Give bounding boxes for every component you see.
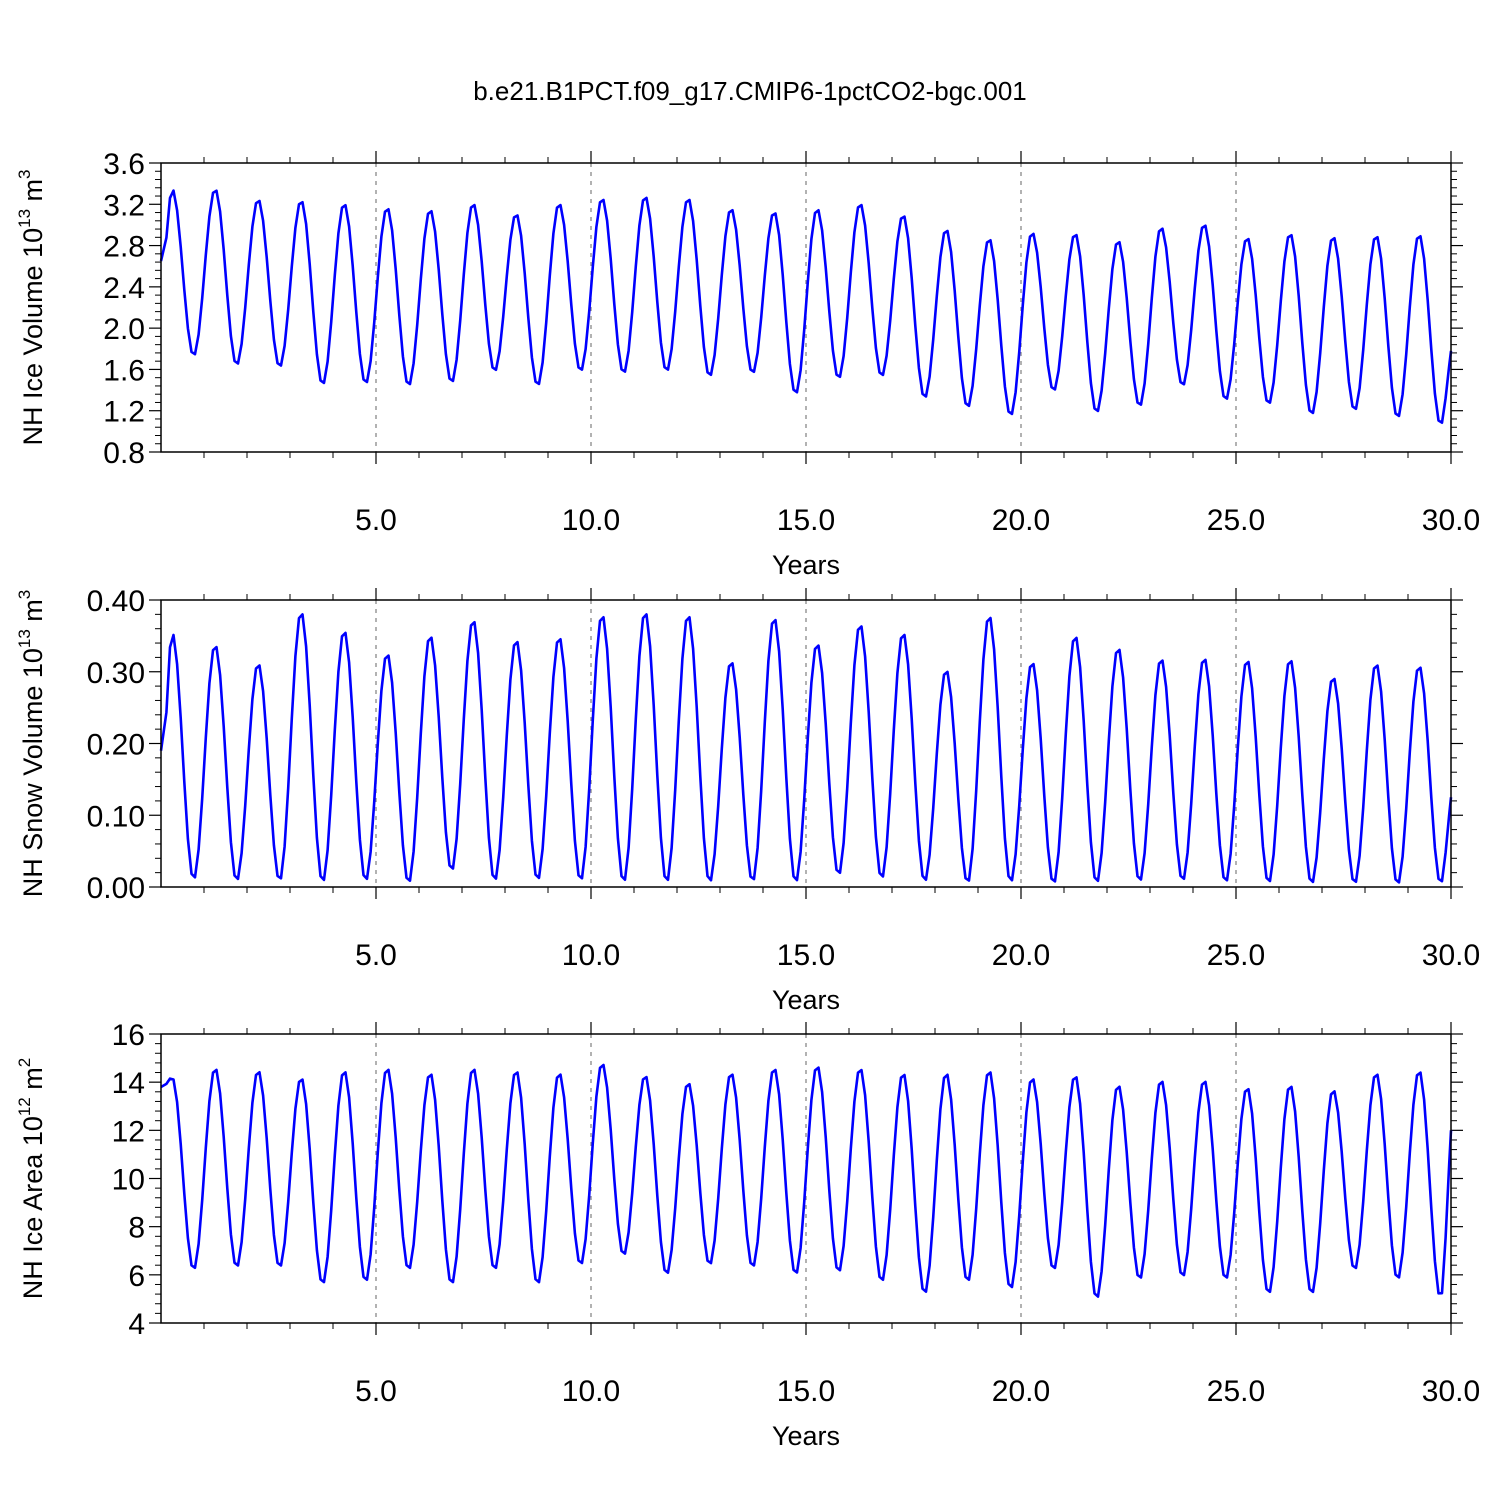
y-axis-title: NH Ice Volume 1013 m3 (15, 170, 48, 446)
x-tick-label: 5.0 (355, 504, 397, 537)
x-axis-title: Years (772, 550, 840, 580)
x-axis-title: Years (772, 1421, 840, 1451)
series-line-1 (159, 613, 1453, 884)
y-tick-label: 2.0 (103, 313, 145, 346)
y-tick-label: 16 (112, 1019, 145, 1052)
x-tick-label: 25.0 (1207, 504, 1265, 537)
x-tick-label: 15.0 (777, 1375, 835, 1408)
y-axis-title: NH Ice Area 1012 m2 (15, 1058, 48, 1299)
x-tick-label: 20.0 (992, 939, 1050, 972)
y-tick-label: 10 (112, 1164, 145, 1197)
series-line-1 (160, 1063, 1453, 1298)
x-tick-label: 10.0 (562, 1375, 620, 1408)
x-tick-label: 10.0 (562, 504, 620, 537)
x-tick-label: 30.0 (1422, 939, 1480, 972)
y-tick-label: 6 (128, 1260, 145, 1293)
x-tick-label: 25.0 (1207, 1375, 1265, 1408)
plot-frame (160, 1033, 1452, 1324)
y-tick-label: 0.30 (87, 657, 145, 690)
plot-frame (160, 162, 1452, 453)
x-tick-label: 5.0 (355, 1375, 397, 1408)
x-tick-label: 20.0 (992, 1375, 1050, 1408)
y-tick-label: 12 (112, 1115, 145, 1148)
x-tick-label: 15.0 (777, 939, 835, 972)
y-tick-label: 0.20 (87, 729, 145, 762)
chart-title: b.e21.B1PCT.f09_g17.CMIP6-1pctCO2-bgc.00… (473, 76, 1027, 106)
series-line-1 (159, 189, 1453, 424)
chart-panel-3: 4 6 8 10 12 14 16 5.0 10.0 15.0 20.0 25.0 30.0 Years N… (15, 1019, 1480, 1451)
x-tick-label: 20.0 (992, 504, 1050, 537)
y-tick-label: 3.2 (103, 189, 145, 222)
x-tick-label: 5.0 (355, 939, 397, 972)
y-tick-label: 3.6 (103, 148, 145, 181)
y-tick-label: 0.8 (103, 437, 145, 470)
y-tick-label: 1.6 (103, 354, 145, 387)
x-tick-label: 30.0 (1422, 504, 1480, 537)
y-tick-label: 14 (112, 1067, 145, 1100)
y-tick-label: 1.2 (103, 396, 145, 429)
chart-panel-1: 0.8 1.2 1.6 2.0 2.4 2.8 3.2 3.6 5.0 10.0 15.0 20.0 2… (15, 148, 1480, 580)
y-axis-title: NH Snow Volume 1013 m3 (15, 590, 48, 898)
y-tick-label: 2.8 (103, 231, 145, 264)
x-axis-title: Years (772, 985, 840, 1015)
y-tick-label: 0.00 (87, 872, 145, 905)
x-tick-label: 25.0 (1207, 939, 1265, 972)
y-tick-label: 2.4 (103, 272, 145, 305)
x-tick-label: 15.0 (777, 504, 835, 537)
x-tick-label: 10.0 (562, 939, 620, 972)
chart-panel-2: 0.00 0.10 0.20 0.30 0.40 5.0 10.0 15.0 20.0 25.0 3… (15, 585, 1480, 1015)
plot-frame (160, 599, 1452, 888)
x-tick-label: 30.0 (1422, 1375, 1480, 1408)
y-tick-label: 0.40 (87, 585, 145, 618)
y-tick-label: 0.10 (87, 800, 145, 833)
y-tick-label: 4 (128, 1308, 145, 1341)
y-tick-label: 8 (128, 1212, 145, 1245)
